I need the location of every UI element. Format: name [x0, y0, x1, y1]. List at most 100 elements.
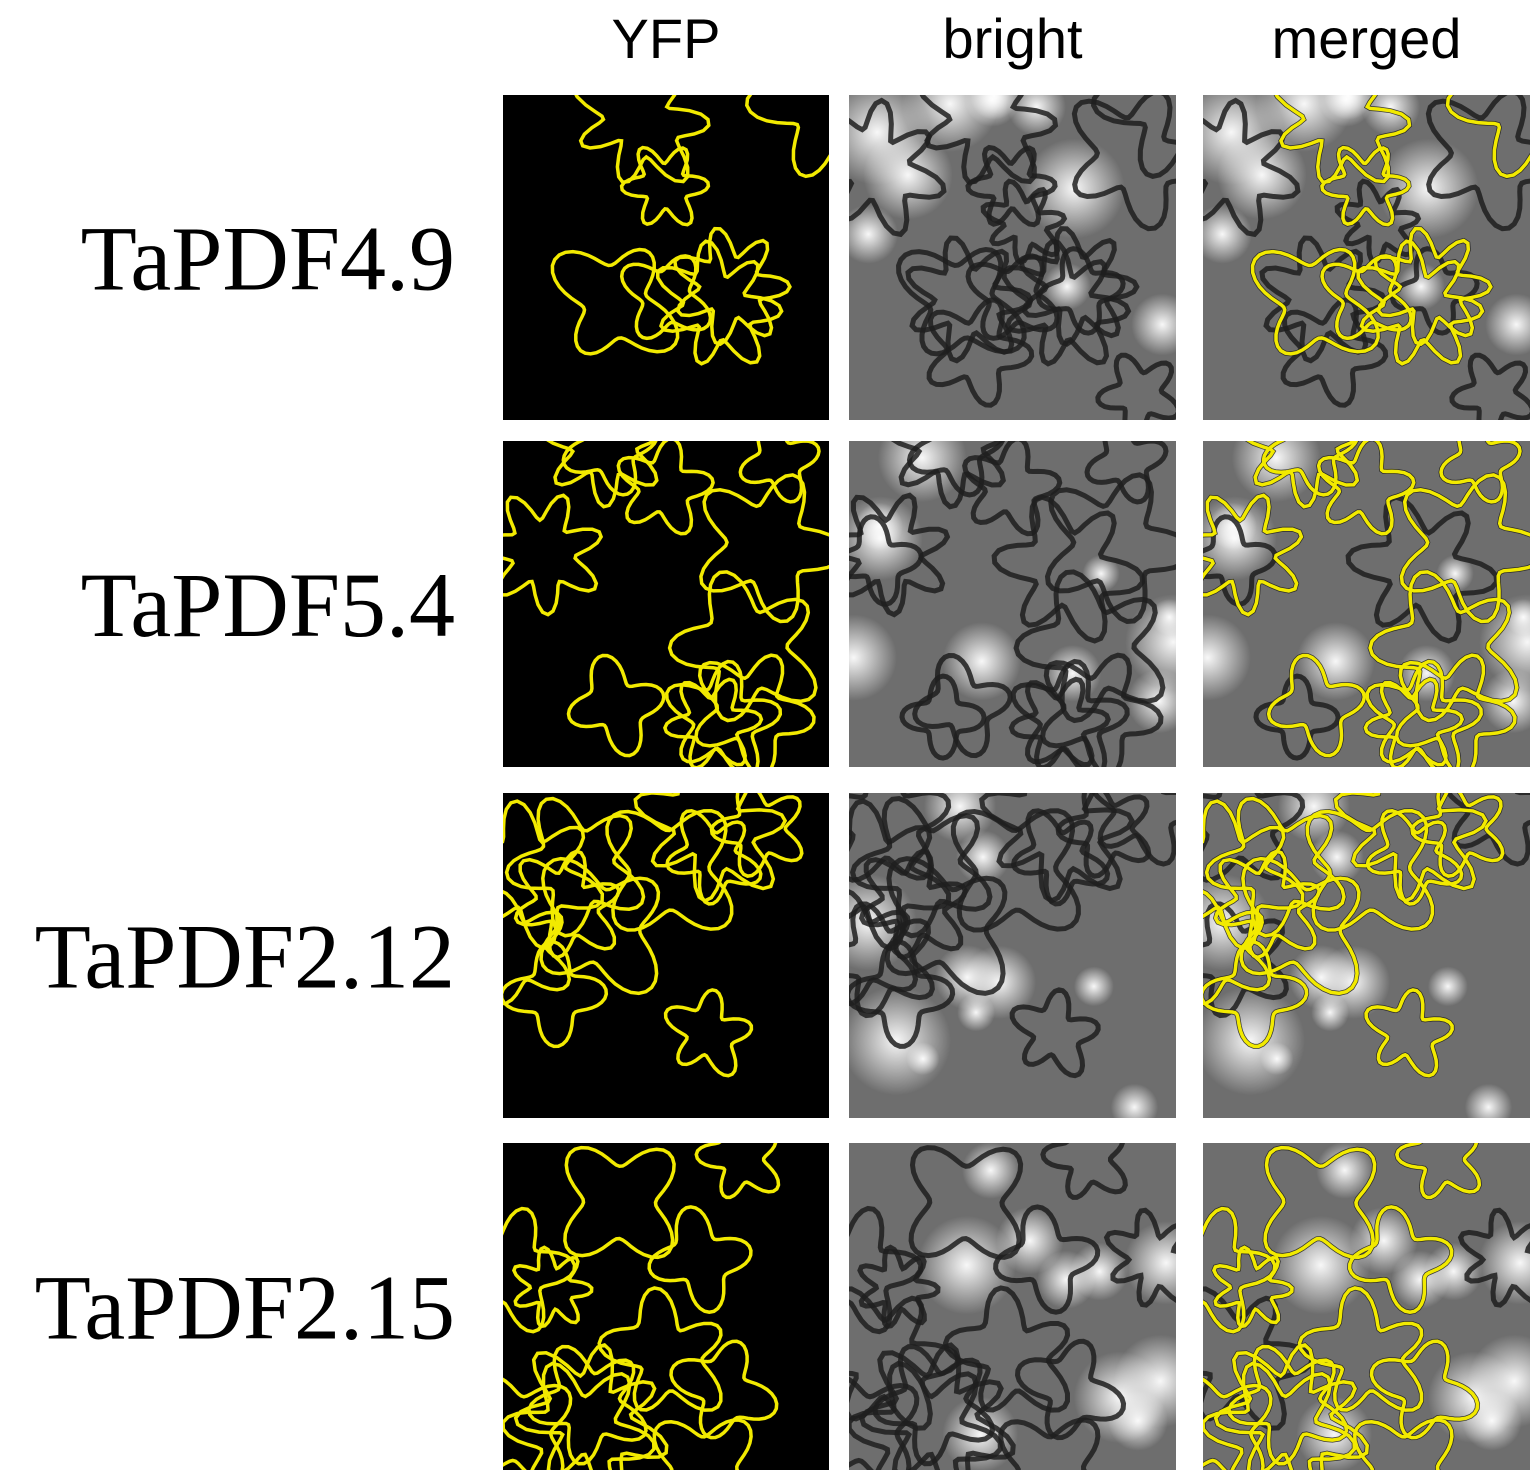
yfp-signal — [1203, 889, 1272, 1006]
yfp-signal — [1369, 1339, 1480, 1440]
cell-wall — [1010, 658, 1130, 767]
yfp-signal — [665, 808, 763, 906]
yfp-signal — [503, 1206, 577, 1334]
cell-wall — [950, 808, 1081, 933]
cell-wall — [849, 793, 952, 883]
cell-wall — [849, 514, 924, 607]
cell-wall — [1203, 793, 1306, 883]
cell-wall — [1445, 793, 1530, 867]
yfp-signal — [605, 808, 734, 932]
yfp-signal — [1274, 95, 1412, 185]
row-label: TaPDF5.4 — [81, 554, 455, 656]
bright-spot — [849, 204, 898, 264]
cell-wall — [965, 144, 1058, 228]
cell-wall — [1040, 1143, 1128, 1200]
column-header: YFP — [612, 7, 721, 70]
cell-wall — [1014, 1338, 1127, 1441]
cell-wall — [908, 1145, 1024, 1260]
yfp-signal — [667, 570, 818, 723]
yfp-signal — [663, 677, 764, 767]
cell-wall — [1425, 95, 1530, 232]
bright-spot — [917, 1215, 1017, 1315]
yfp-signal — [1203, 1206, 1277, 1334]
yfp-signal — [1316, 441, 1416, 536]
cell-wall — [849, 492, 951, 618]
cell-wall — [1345, 494, 1500, 644]
cell-wall — [993, 1204, 1101, 1315]
bright-spot — [1464, 1083, 1513, 1118]
cell-wall — [849, 97, 947, 238]
yfp-signal — [550, 247, 680, 356]
bright-spot — [1316, 1143, 1374, 1199]
yfp-signal — [597, 1286, 723, 1412]
bright-spot — [1007, 95, 1066, 136]
bright-spot — [1255, 95, 1353, 152]
cell-wall — [991, 494, 1146, 644]
yfp-signal — [1246, 441, 1360, 509]
cell-wall — [849, 1286, 961, 1431]
cell-wall — [1010, 808, 1111, 907]
bright-spot — [957, 993, 996, 1032]
yfp-signal — [1297, 1286, 1424, 1412]
cell-wall — [1449, 352, 1530, 420]
bright-spot — [1296, 622, 1375, 701]
micrograph — [849, 95, 1176, 420]
yfp-signal — [633, 793, 788, 903]
bright-spot — [849, 614, 897, 701]
yfp-signal — [1305, 808, 1435, 932]
row-label: TaPDF4.9 — [81, 208, 455, 310]
bright-spot — [1073, 966, 1114, 1007]
yfp-signal — [616, 441, 715, 536]
yfp-signal — [563, 1145, 676, 1260]
yfp-signal — [1212, 1245, 1294, 1329]
cell-wall — [858, 1342, 1016, 1470]
yfp-signal — [694, 1143, 781, 1200]
cell-wall — [942, 1285, 1071, 1413]
row-label: TaPDF2.15 — [35, 1257, 455, 1359]
cell-wall — [849, 889, 919, 1006]
yfp-signal — [1263, 1145, 1377, 1260]
yfp-signal — [745, 95, 829, 179]
yfp-signal — [1203, 493, 1304, 617]
yfp-signal — [1365, 659, 1483, 767]
micrograph — [1203, 793, 1530, 1118]
bright-spot — [1203, 204, 1252, 264]
yfp-signal — [511, 1245, 594, 1329]
yfp-signal — [513, 1343, 669, 1470]
yfp-signal — [1250, 247, 1380, 356]
cell-wall — [1095, 352, 1176, 420]
yfp-signal — [1364, 988, 1454, 1078]
yfp-signal — [503, 889, 572, 1006]
bright-spot — [1203, 614, 1251, 701]
cell-wall — [1084, 441, 1169, 505]
yfp-signal — [1203, 799, 1305, 951]
yfp-signal — [664, 659, 783, 767]
yfp-signal — [1363, 677, 1465, 767]
bright-spot — [1131, 293, 1176, 356]
column-header: merged — [1272, 7, 1462, 70]
yfp-signal — [673, 226, 792, 347]
yfp-signal — [655, 239, 784, 366]
cell-wall — [1001, 238, 1132, 367]
cell-wall — [1457, 1207, 1530, 1308]
bright-spot — [1461, 1390, 1522, 1451]
yfp-signal — [1213, 1343, 1370, 1470]
micrograph — [503, 793, 829, 1118]
cell-wall — [1203, 97, 1301, 238]
yfp-signal — [1445, 95, 1530, 179]
cell-wall — [849, 798, 952, 952]
cell-wall — [979, 793, 1135, 904]
cell-wall — [1090, 95, 1176, 179]
column-header: bright — [942, 7, 1083, 70]
yfp-signal — [1394, 653, 1517, 767]
background — [503, 1143, 829, 1470]
bright-spot — [1107, 1390, 1168, 1451]
cell-wall — [1071, 95, 1176, 232]
row-label: TaPDF2.12 — [35, 906, 455, 1008]
micrograph — [503, 95, 829, 420]
yfp-signal — [1373, 226, 1493, 347]
cell-wall — [849, 1205, 924, 1335]
bright-spot — [1110, 1083, 1159, 1118]
bright-spot — [1037, 1250, 1096, 1309]
